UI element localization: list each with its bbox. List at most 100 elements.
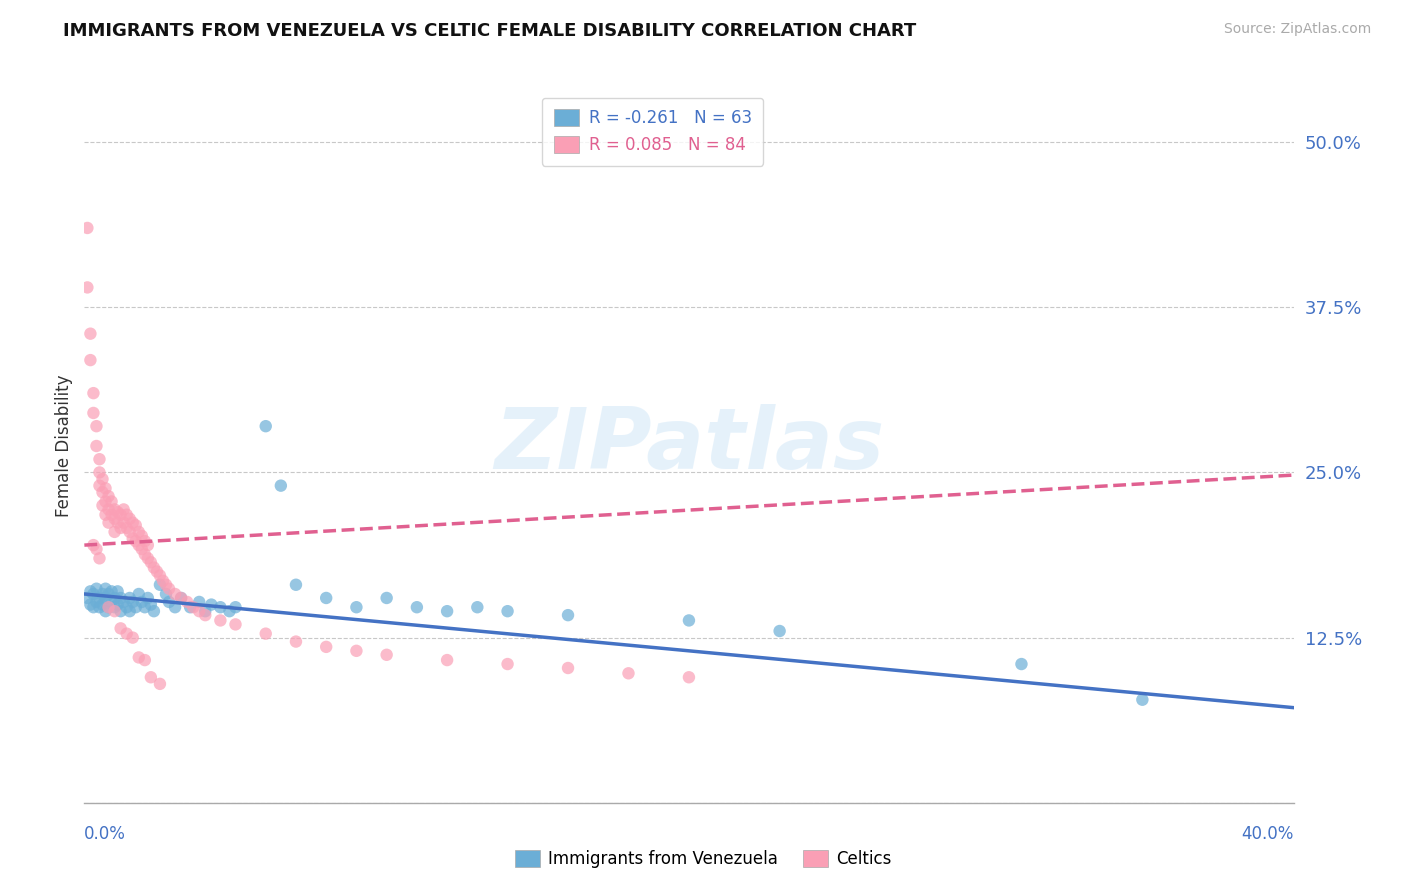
Point — [142, 560, 165, 574]
Point — [76, 221, 98, 235]
Point — [134, 534, 156, 549]
Point — [91, 485, 114, 500]
Point — [100, 494, 122, 508]
Point — [225, 600, 247, 615]
Point — [1130, 692, 1153, 706]
Point — [134, 653, 156, 667]
Point — [121, 631, 143, 645]
Point — [284, 578, 308, 592]
Point — [194, 608, 217, 623]
Point — [121, 516, 143, 530]
Point — [678, 670, 700, 684]
Point — [107, 505, 129, 519]
Point — [89, 478, 111, 492]
Point — [91, 587, 114, 601]
Point — [134, 547, 156, 561]
Point — [107, 516, 129, 530]
Point — [94, 604, 117, 618]
Point — [115, 626, 138, 640]
Point — [218, 604, 240, 618]
Point — [139, 598, 162, 612]
Point — [375, 648, 398, 662]
Point — [315, 640, 337, 654]
Text: ZIPatlas: ZIPatlas — [494, 404, 884, 488]
Point — [496, 657, 519, 671]
Point — [155, 578, 177, 592]
Point — [128, 587, 150, 601]
Point — [146, 565, 169, 579]
Point — [436, 604, 458, 618]
Point — [86, 542, 108, 557]
Point — [225, 617, 247, 632]
Legend: R = -0.261   N = 63, R = 0.085   N = 84: R = -0.261 N = 63, R = 0.085 N = 84 — [541, 97, 763, 166]
Point — [131, 542, 153, 557]
Point — [82, 406, 104, 420]
Y-axis label: Female Disability: Female Disability — [55, 375, 73, 517]
Point — [107, 598, 129, 612]
Point — [79, 598, 101, 612]
Point — [94, 582, 117, 596]
Point — [406, 600, 429, 615]
Point — [94, 591, 117, 605]
Point — [94, 508, 117, 522]
Point — [82, 386, 104, 401]
Point — [315, 591, 337, 605]
Point — [128, 538, 150, 552]
Point — [91, 598, 114, 612]
Point — [346, 644, 368, 658]
Legend: Immigrants from Venezuela, Celtics: Immigrants from Venezuela, Celtics — [508, 843, 898, 875]
Point — [284, 634, 308, 648]
Point — [89, 591, 111, 605]
Point — [375, 591, 398, 605]
Point — [163, 600, 186, 615]
Point — [1010, 657, 1032, 671]
Point — [254, 419, 277, 434]
Point — [194, 604, 217, 618]
Point — [115, 600, 138, 615]
Point — [152, 574, 174, 588]
Point — [110, 604, 132, 618]
Point — [86, 419, 108, 434]
Point — [254, 626, 277, 640]
Point — [769, 624, 792, 638]
Point — [139, 555, 162, 569]
Point — [115, 521, 138, 535]
Point — [118, 604, 141, 618]
Point — [163, 587, 186, 601]
Point — [104, 600, 127, 615]
Point — [557, 608, 579, 623]
Point — [121, 532, 143, 546]
Point — [89, 452, 111, 467]
Point — [176, 595, 198, 609]
Point — [112, 595, 135, 609]
Point — [82, 600, 104, 615]
Point — [100, 508, 122, 522]
Point — [97, 489, 120, 503]
Point — [86, 439, 108, 453]
Point — [188, 604, 211, 618]
Point — [82, 587, 104, 601]
Point — [125, 518, 148, 533]
Point — [104, 502, 127, 516]
Point — [104, 591, 127, 605]
Point — [136, 538, 159, 552]
Point — [94, 481, 117, 495]
Point — [125, 600, 148, 615]
Point — [97, 516, 120, 530]
Point — [200, 598, 222, 612]
Point — [118, 524, 141, 539]
Point — [125, 534, 148, 549]
Point — [134, 600, 156, 615]
Point — [110, 521, 132, 535]
Point — [100, 584, 122, 599]
Text: 0.0%: 0.0% — [84, 825, 127, 843]
Point — [467, 600, 489, 615]
Point — [557, 661, 579, 675]
Point — [104, 604, 127, 618]
Point — [181, 600, 204, 615]
Point — [118, 591, 141, 605]
Point — [678, 614, 700, 628]
Point — [97, 600, 120, 615]
Point — [128, 650, 150, 665]
Point — [170, 591, 193, 605]
